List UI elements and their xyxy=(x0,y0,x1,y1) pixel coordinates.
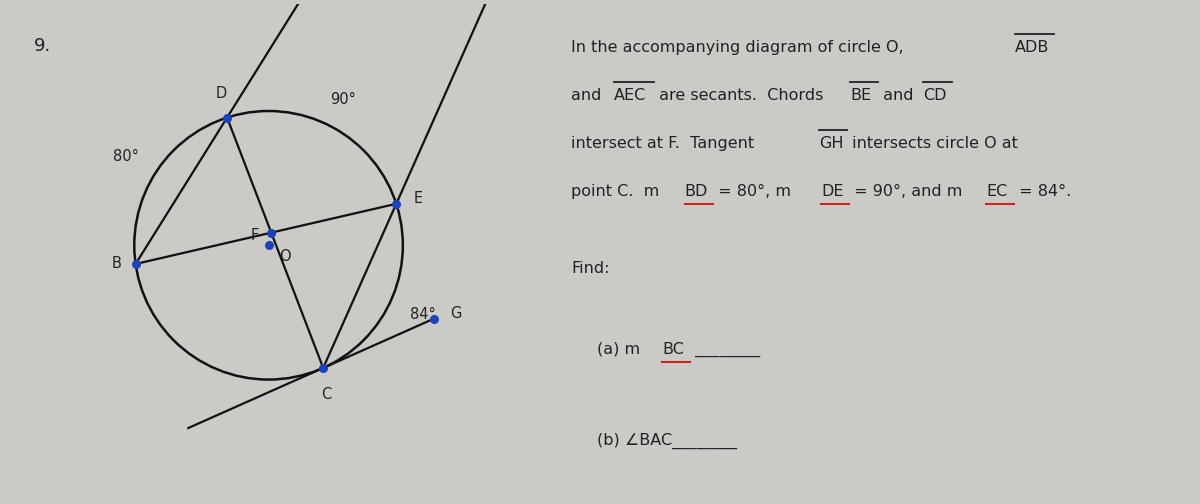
Text: E: E xyxy=(414,191,422,206)
Text: BD: BD xyxy=(685,184,708,199)
Text: GH: GH xyxy=(818,136,844,151)
Text: In the accompanying diagram of circle O,: In the accompanying diagram of circle O, xyxy=(571,40,910,55)
Text: BE: BE xyxy=(850,88,871,103)
Text: 9.: 9. xyxy=(34,37,50,55)
Text: AEC: AEC xyxy=(613,88,646,103)
Text: DE: DE xyxy=(821,184,844,199)
Text: and: and xyxy=(878,88,918,103)
Text: BC: BC xyxy=(662,342,684,357)
Text: 90°: 90° xyxy=(330,92,356,107)
Text: intersect at F.  Tangent: intersect at F. Tangent xyxy=(571,136,760,151)
Text: and: and xyxy=(571,88,607,103)
Text: (a) m: (a) m xyxy=(598,342,641,357)
Text: Find:: Find: xyxy=(571,261,610,276)
Text: intersects circle O at: intersects circle O at xyxy=(847,136,1018,151)
Text: = 84°.: = 84°. xyxy=(1014,184,1072,199)
Text: ________: ________ xyxy=(690,342,760,357)
Text: B: B xyxy=(112,257,121,272)
Text: CD: CD xyxy=(923,88,947,103)
Text: 80°: 80° xyxy=(113,149,139,164)
Text: ADB: ADB xyxy=(1015,40,1050,55)
Text: = 80°, m: = 80°, m xyxy=(713,184,791,199)
Text: = 90°, and m: = 90°, and m xyxy=(848,184,962,199)
Text: EC: EC xyxy=(986,184,1008,199)
Text: D: D xyxy=(216,87,227,101)
Text: 84°: 84° xyxy=(410,306,436,322)
Text: (b) ∠BAC________: (b) ∠BAC________ xyxy=(598,433,738,449)
Text: O: O xyxy=(278,248,290,264)
Text: C: C xyxy=(320,387,331,402)
Text: F: F xyxy=(251,228,259,243)
Text: G: G xyxy=(450,306,461,321)
Text: point C.  m: point C. m xyxy=(571,184,660,199)
Text: are secants.  Chords: are secants. Chords xyxy=(654,88,828,103)
